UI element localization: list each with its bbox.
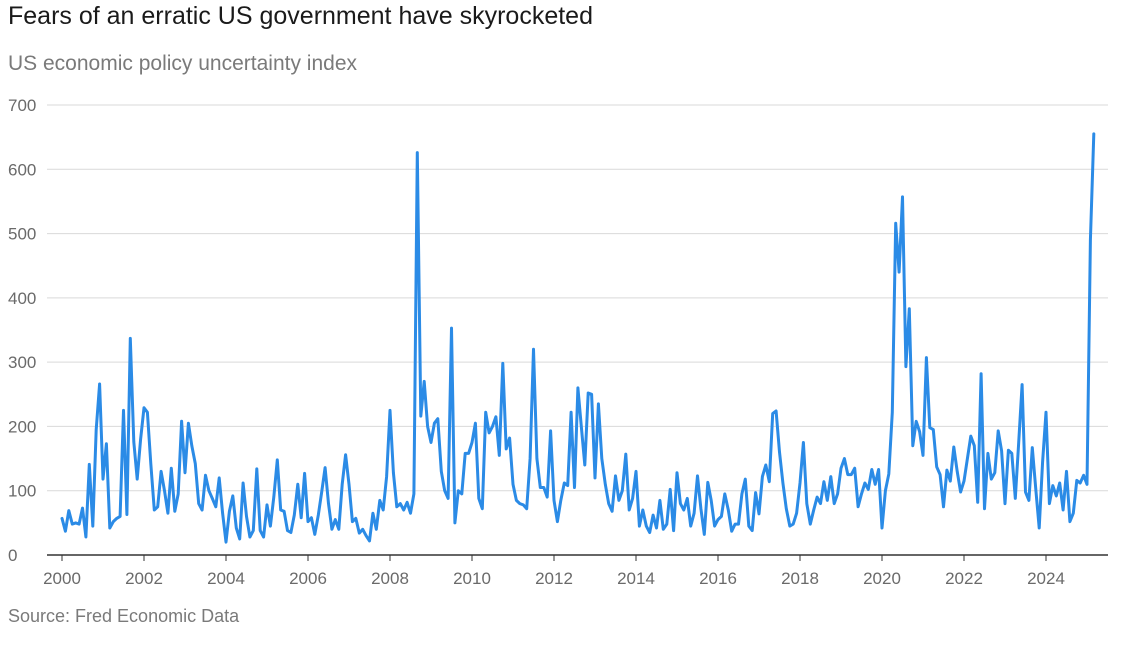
x-tick-label-2000: 2000 xyxy=(43,569,81,588)
x-tick-label-2004: 2004 xyxy=(207,569,245,588)
x-tick-label-2024: 2024 xyxy=(1027,569,1065,588)
x-tick-label-2018: 2018 xyxy=(781,569,819,588)
y-tick-label-500: 500 xyxy=(8,225,36,244)
chart-title: Fears of an erratic US government have s… xyxy=(8,2,593,30)
x-tick-label-2014: 2014 xyxy=(617,569,655,588)
x-tick-label-2002: 2002 xyxy=(125,569,163,588)
x-tick-label-2022: 2022 xyxy=(945,569,983,588)
y-tick-label-0: 0 xyxy=(8,546,17,565)
y-tick-label-200: 200 xyxy=(8,417,36,436)
series-line-0 xyxy=(60,132,1096,544)
x-tick-label-2006: 2006 xyxy=(289,569,327,588)
chart-subtitle: US economic policy uncertainty index xyxy=(8,52,358,75)
source-note: Source: Fred Economic Data xyxy=(8,606,240,626)
x-tick-label-2020: 2020 xyxy=(863,569,901,588)
x-tick-label-2010: 2010 xyxy=(453,569,491,588)
y-tick-label-600: 600 xyxy=(8,160,36,179)
x-tick-label-2008: 2008 xyxy=(371,569,409,588)
y-tick-label-400: 400 xyxy=(8,289,36,308)
x-axis: 2000 2002 2004 2006 2008 2010 2012 2014 2016 2018… xyxy=(43,554,1108,588)
y-axis: 0 100 200 300 400 500 600 700 xyxy=(8,96,36,565)
y-tick-label-100: 100 xyxy=(8,482,36,501)
x-tick-label-2016: 2016 xyxy=(699,569,737,588)
series-layer xyxy=(60,132,1096,544)
x-tick-label-2012: 2012 xyxy=(535,569,573,588)
y-tick-label-700: 700 xyxy=(8,96,36,115)
y-tick-label-300: 300 xyxy=(8,353,36,372)
